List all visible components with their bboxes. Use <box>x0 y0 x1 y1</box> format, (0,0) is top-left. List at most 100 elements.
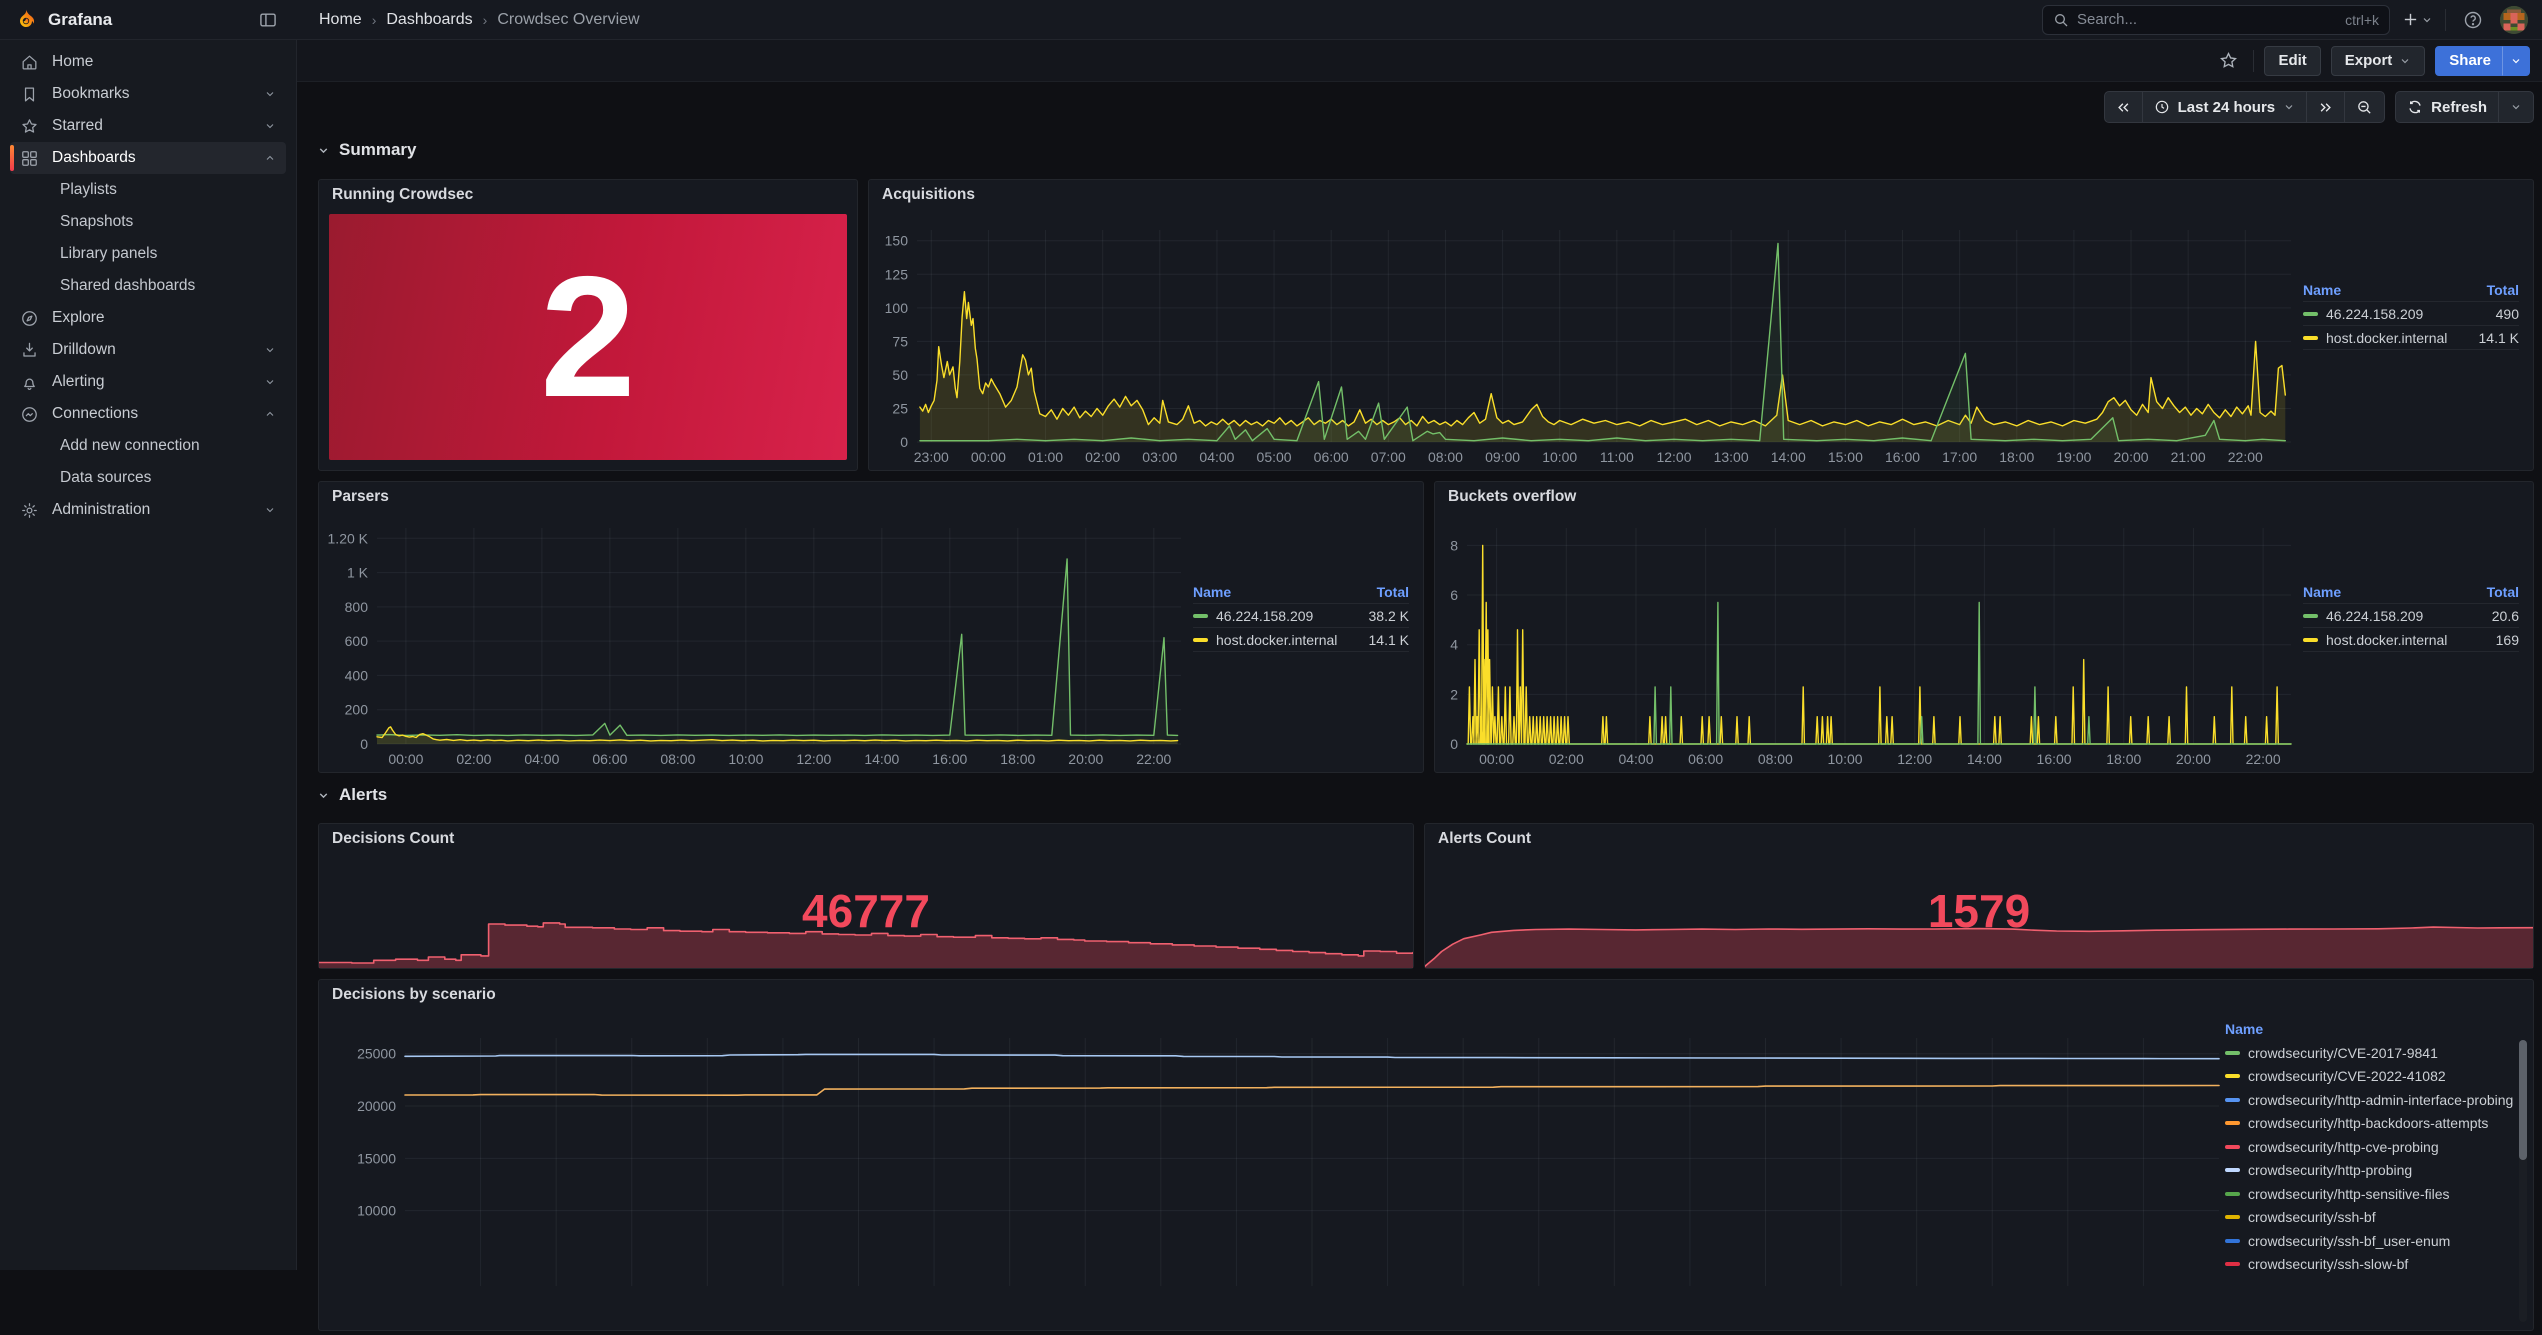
svg-text:20:00: 20:00 <box>2176 751 2211 767</box>
legend-row[interactable]: crowdsecurity/ssh-slow-bf <box>2225 1253 2525 1277</box>
series-name: crowdsecurity/http-sensitive-files <box>2248 1186 2450 1202</box>
sidebar-item-starred[interactable]: Starred <box>10 110 286 142</box>
series-total: 38.2 K <box>1369 608 1409 624</box>
panel-title[interactable]: Acquisitions <box>869 180 2533 210</box>
sidebar-item-label: Connections <box>52 405 138 423</box>
series-name: crowdsecurity/http-admin-interface-probi… <box>2248 1092 2513 1108</box>
sidebar-item-playlists[interactable]: Playlists <box>10 174 286 206</box>
series-name: crowdsecurity/ssh-bf <box>2248 1209 2376 1225</box>
sidebar-item-label: Alerting <box>52 373 105 391</box>
sidebar-item-connections[interactable]: Connections <box>10 398 286 430</box>
edit-button[interactable]: Edit <box>2264 46 2320 76</box>
export-button[interactable]: Export <box>2331 46 2426 76</box>
app-title: Grafana <box>48 10 243 30</box>
svg-text:800: 800 <box>345 599 369 615</box>
legend-row[interactable]: crowdsecurity/http-backdoors-attempts <box>2225 1112 2525 1136</box>
legend-row[interactable]: crowdsecurity/http-admin-interface-probi… <box>2225 1088 2525 1112</box>
legend-row[interactable]: crowdsecurity/http-probing <box>2225 1159 2525 1183</box>
panel-title[interactable]: Decisions by scenario <box>319 980 2533 1010</box>
share-caret-button[interactable] <box>2502 46 2530 76</box>
time-shift-forward-button[interactable] <box>2306 92 2344 122</box>
zoom-out-button[interactable] <box>2344 92 2384 122</box>
svg-text:6: 6 <box>1450 587 1458 603</box>
search-input[interactable]: ctrl+k <box>2042 5 2390 35</box>
sidebar-item-home[interactable]: Home <box>10 46 286 78</box>
chevron-down-icon <box>2283 101 2295 113</box>
section-summary[interactable]: Summary <box>317 140 416 160</box>
user-avatar[interactable] <box>2500 6 2528 34</box>
refresh-interval-caret[interactable] <box>2498 92 2533 122</box>
add-new-button[interactable] <box>2402 11 2433 28</box>
svg-text:20:00: 20:00 <box>1068 751 1103 767</box>
sidebar-item-dashboards[interactable]: Dashboards <box>10 142 286 174</box>
alerts-count-chart[interactable] <box>1425 854 2533 968</box>
svg-text:0: 0 <box>1450 736 1458 752</box>
svg-text:200: 200 <box>345 702 369 718</box>
series-total: 490 <box>2496 306 2519 322</box>
time-range-picker[interactable]: Last 24 hours <box>2142 92 2307 122</box>
chevron-down-icon <box>2399 55 2411 67</box>
favorite-star-icon[interactable] <box>2213 46 2243 76</box>
sidebar-item-snapshots[interactable]: Snapshots <box>10 206 286 238</box>
legend-row[interactable]: crowdsecurity/ssh-bf_user-enum <box>2225 1229 2525 1253</box>
decisions-count-chart[interactable] <box>319 854 1413 968</box>
legend-row[interactable]: crowdsecurity/ssh-bf <box>2225 1206 2525 1230</box>
series-name: host.docker.internal <box>2326 632 2488 648</box>
svg-text:25: 25 <box>892 400 908 416</box>
sidebar-item-alerting[interactable]: Alerting <box>10 366 286 398</box>
grafana-logo-icon[interactable] <box>14 8 38 32</box>
series-name: crowdsecurity/http-cve-probing <box>2248 1139 2439 1155</box>
legend-row[interactable]: crowdsecurity/http-sensitive-files <box>2225 1182 2525 1206</box>
sidebar-item-add-new-connection[interactable]: Add new connection <box>10 430 286 462</box>
series-color-swatch <box>2225 1262 2240 1266</box>
series-color-swatch <box>2225 1051 2240 1055</box>
series-color-swatch <box>2225 1074 2240 1078</box>
svg-text:25000: 25000 <box>357 1046 396 1062</box>
sidebar-item-bookmarks[interactable]: Bookmarks <box>10 78 286 110</box>
legend-row[interactable]: crowdsecurity/CVE-2022-41082 <box>2225 1065 2525 1089</box>
breadcrumb-home[interactable]: Home <box>319 11 362 29</box>
search-field[interactable] <box>2077 11 2337 28</box>
section-title: Alerts <box>339 785 387 805</box>
svg-text:19:00: 19:00 <box>2056 449 2091 465</box>
time-shift-back-button[interactable] <box>2105 92 2142 122</box>
sidebar-item-shared-dashboards[interactable]: Shared dashboards <box>10 270 286 302</box>
chevron-down-icon <box>2510 55 2522 67</box>
legend-row[interactable]: crowdsecurity/http-cve-probing <box>2225 1135 2525 1159</box>
sidebar-item-data-sources[interactable]: Data sources <box>10 462 286 494</box>
sidebar-item-label: Dashboards <box>52 149 136 167</box>
scrollbar-thumb[interactable] <box>2519 1040 2527 1160</box>
sidebar-item-library-panels[interactable]: Library panels <box>10 238 286 270</box>
chevron-down-icon <box>2510 101 2522 113</box>
section-alerts[interactable]: Alerts <box>317 785 387 805</box>
legend-scrollbar[interactable] <box>2519 1040 2527 1322</box>
legend-row[interactable]: crowdsecurity/CVE-2017-9841 <box>2225 1041 2525 1065</box>
sidebar-item-explore[interactable]: Explore <box>10 302 286 334</box>
svg-text:07:00: 07:00 <box>1371 449 1406 465</box>
sidebar-item-drilldown[interactable]: Drilldown <box>10 334 286 366</box>
panel-running-crowdsec: Running Crowdsec 2 <box>318 179 858 471</box>
sidebar-item-administration[interactable]: Administration <box>10 494 286 526</box>
help-icon[interactable] <box>2458 5 2488 35</box>
refresh-button[interactable]: Refresh <box>2396 92 2498 122</box>
share-button[interactable]: Share <box>2435 46 2502 76</box>
panel-title[interactable]: Running Crowdsec <box>319 180 857 210</box>
sidebar-toggle-icon[interactable] <box>253 5 283 35</box>
panel-title[interactable]: Decisions Count <box>319 824 1413 854</box>
topbar-left: Grafana <box>0 5 297 35</box>
breadcrumb-dashboards[interactable]: Dashboards <box>386 11 472 29</box>
panel-title[interactable]: Alerts Count <box>1425 824 2533 854</box>
